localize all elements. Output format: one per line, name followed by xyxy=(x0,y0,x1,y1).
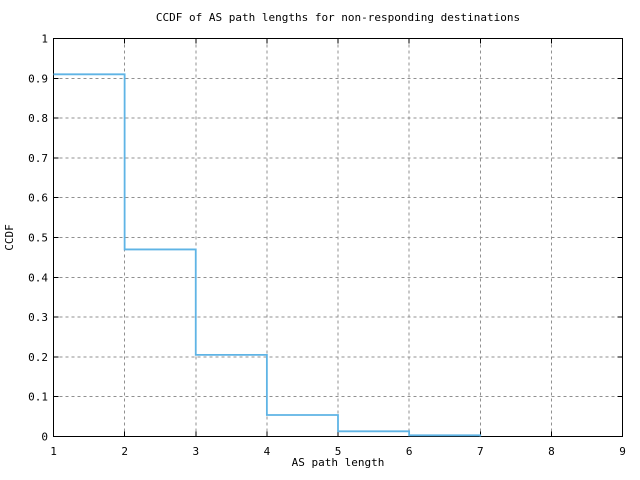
x-tick-label: 4 xyxy=(264,445,271,458)
x-tick-label: 5 xyxy=(335,445,342,458)
chart-title: CCDF of AS path lengths for non-respondi… xyxy=(156,11,520,24)
y-tick-label: 0.2 xyxy=(28,351,48,364)
y-tick-label: 0.5 xyxy=(28,232,48,245)
x-tick-label: 9 xyxy=(619,445,626,458)
y-tick-label: 0.3 xyxy=(28,311,48,324)
x-axis-label: AS path length xyxy=(292,456,385,469)
ccdf-step-line xyxy=(53,73,482,437)
x-tick-labels: 1 2 3 4 5 6 7 8 9 xyxy=(50,445,626,458)
y-axis-label: CCDF xyxy=(3,224,16,251)
x-tick-label: 6 xyxy=(406,445,413,458)
y-tick-label: 0 xyxy=(41,431,48,444)
y-tick-label: 0.6 xyxy=(28,192,48,205)
x-tick-label: 3 xyxy=(192,445,199,458)
x-tick-label: 7 xyxy=(477,445,484,458)
y-tick-labels: 0 0.1 0.2 0.3 0.4 0.5 0.6 0.7 0.8 0.9 1 xyxy=(28,33,48,444)
y-tick-label: 1 xyxy=(41,33,48,46)
grid-lines xyxy=(53,38,623,437)
y-tick-label: 0.1 xyxy=(28,391,48,404)
x-tick-label: 2 xyxy=(121,445,128,458)
x-tick-label: 8 xyxy=(548,445,555,458)
y-tick-label: 0.8 xyxy=(28,112,48,125)
y-tick-label: 0.4 xyxy=(28,271,48,284)
y-tick-label: 0.9 xyxy=(28,72,48,85)
y-tick-label: 0.7 xyxy=(28,152,48,165)
x-tick-label: 1 xyxy=(50,445,57,458)
